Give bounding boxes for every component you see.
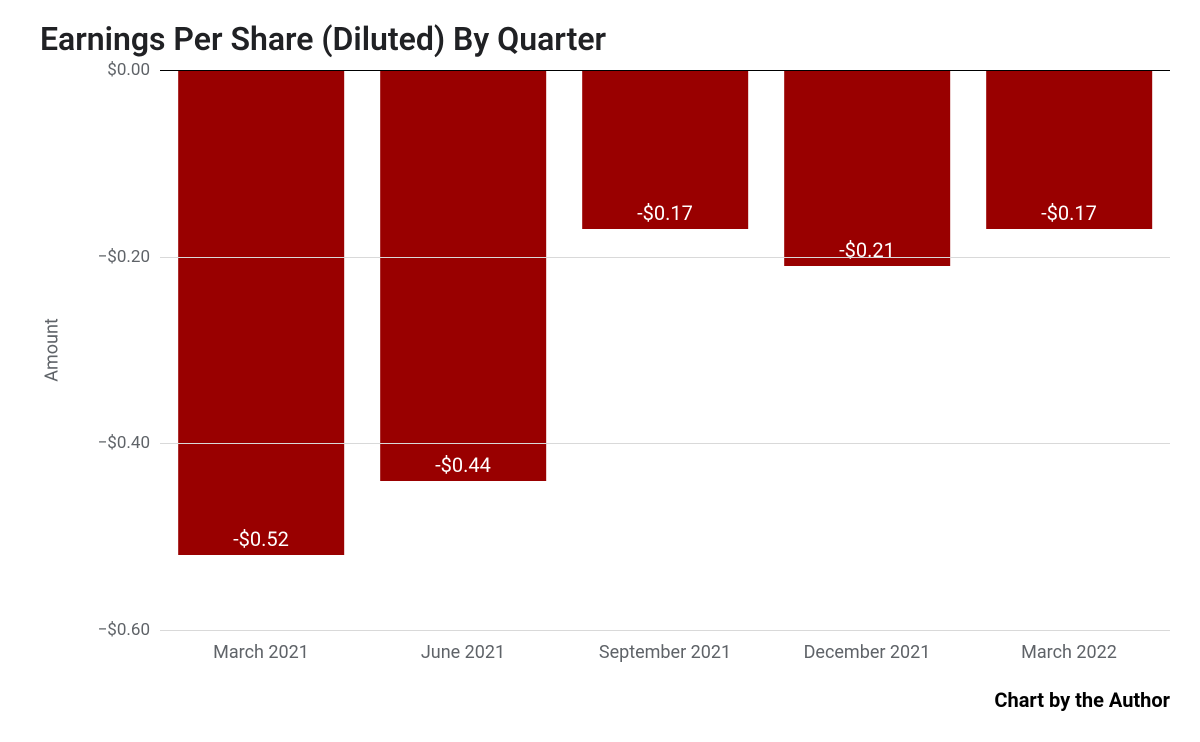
bar-value-label: -$0.17 [637,201,693,225]
x-tick-label: March 2022 [1021,642,1117,663]
gridline [160,630,1170,631]
x-tick-label: March 2021 [213,642,309,663]
bar-value-label: -$0.17 [1041,201,1097,225]
bar [178,70,344,555]
gridline [160,443,1170,444]
bar-slot: -$0.44June 2021 [362,70,564,630]
bar-value-label: -$0.52 [233,527,289,551]
chart-container: Earnings Per Share (Diluted) By Quarter … [0,0,1200,742]
axis-zero-line [160,70,1170,71]
x-tick-label: June 2021 [421,642,505,663]
x-tick-label: December 2021 [804,642,931,663]
bars-group: -$0.52March 2021-$0.44June 2021-$0.17Sep… [160,70,1170,630]
bar [784,70,950,266]
bar-slot: -$0.17March 2022 [968,70,1170,630]
y-axis-label: Amount [42,318,63,382]
chart-attribution: Chart by the Author [994,688,1170,712]
gridline [160,257,1170,258]
bar-slot: -$0.17September 2021 [564,70,766,630]
bar [380,70,546,481]
plot-area: -$0.52March 2021-$0.44June 2021-$0.17Sep… [160,70,1170,630]
y-tick-label: −$0.60 [90,620,150,640]
y-tick-label: −$0.20 [90,247,150,267]
bar-slot: -$0.52March 2021 [160,70,362,630]
x-tick-label: September 2021 [599,642,731,663]
y-tick-label: $0.00 [90,60,150,80]
bar-value-label: -$0.21 [839,238,895,262]
bar-slot: -$0.21December 2021 [766,70,968,630]
bar-value-label: -$0.44 [435,453,491,477]
chart-title: Earnings Per Share (Diluted) By Quarter [40,20,606,58]
y-tick-label: −$0.40 [90,433,150,453]
